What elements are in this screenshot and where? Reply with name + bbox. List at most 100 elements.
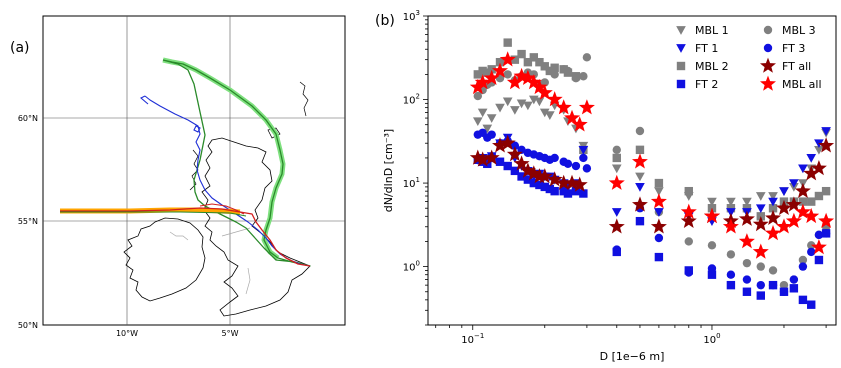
y-ticks: 100 101 102 103 xyxy=(403,9,428,326)
data-point-mbl-all xyxy=(525,74,542,90)
data-point-ft-3 xyxy=(768,280,778,290)
data-point-mbl-all xyxy=(632,153,648,169)
data-point-mbl-2 xyxy=(821,186,831,196)
legend-label-ft-3: FT 3 xyxy=(782,42,805,55)
data-point-mbl-all xyxy=(803,207,820,224)
data-point-mbl-1 xyxy=(534,97,545,107)
data-point-ft-all xyxy=(632,196,648,212)
data-point-mbl-2 xyxy=(517,49,526,59)
data-point-ft-all xyxy=(608,218,625,234)
data-point-mbl-all xyxy=(492,62,508,78)
data-point-mbl-1 xyxy=(510,106,520,115)
data-point-ft-1 xyxy=(768,197,778,207)
legend: MBL 1 MBL 3 FT 1 FT 3 MBL 2 FT all FT 2 MBL all xyxy=(676,24,822,91)
data-point-mbl-all xyxy=(536,84,553,100)
legend-item-mbl-3: MBL 3 xyxy=(763,24,816,37)
data-point-ft-all xyxy=(785,196,802,212)
data-point-mbl-1 xyxy=(707,197,717,207)
data-point-mbl-all xyxy=(765,225,781,241)
data-point-ft-all xyxy=(519,162,536,178)
data-point-ft-all xyxy=(513,155,530,171)
data-point-mbl-3 xyxy=(635,126,645,136)
data-point-ft-3 xyxy=(487,130,496,139)
data-point-mbl-1 xyxy=(545,111,555,120)
data-point-mbl-all xyxy=(704,207,720,224)
data-point-ft-3 xyxy=(779,287,789,296)
data-point-mbl-1 xyxy=(768,192,778,201)
data-point-mbl-all xyxy=(571,116,588,132)
data-point-mbl-3 xyxy=(756,262,765,271)
data-point-ft-2 xyxy=(635,216,645,226)
data-point-mbl-3 xyxy=(582,53,592,62)
legend-label-ft-2: FT 2 xyxy=(695,78,718,91)
legend-label-mbl-2: MBL 2 xyxy=(695,60,729,73)
data-point-ft-2 xyxy=(540,182,549,192)
data-point-ft-3 xyxy=(654,233,664,243)
legend-item-mbl-all: MBL all xyxy=(760,75,822,91)
flight-track-blue xyxy=(144,95,311,267)
panel-b-label: (b) xyxy=(375,13,395,29)
data-point-ft-all xyxy=(810,160,827,176)
data-point-ft-all xyxy=(650,218,667,234)
data-point-ft-1 xyxy=(635,183,645,192)
legend-item-mbl-1: MBL 1 xyxy=(676,24,729,37)
data-point-mbl-all xyxy=(752,243,769,259)
x-tick-label: 10−1 xyxy=(461,332,484,346)
coastline-shetland xyxy=(299,81,309,117)
data-point-ft-2 xyxy=(503,161,512,171)
data-point-ft-1 xyxy=(821,127,831,136)
data-point-ft-2 xyxy=(563,189,573,198)
plot-frame xyxy=(427,15,837,326)
legend-label-ft-all: FT all xyxy=(782,60,811,73)
data-point-mbl-3 xyxy=(571,74,581,83)
data-point-mbl-3 xyxy=(779,280,789,290)
y-tick-label: 101 xyxy=(403,176,420,190)
data-point-ft-2 xyxy=(559,186,568,196)
data-point-mbl-3 xyxy=(503,70,512,79)
data-point-ft-all xyxy=(752,216,769,232)
data-point-ft-2 xyxy=(550,186,559,196)
data-point-ft-3 xyxy=(550,153,559,163)
data-point-ft-all xyxy=(492,137,508,153)
data-point-ft-3 xyxy=(579,153,588,163)
data-point-ft-all xyxy=(506,146,523,162)
data-point-ft-3 xyxy=(742,275,752,284)
data-point-ft-all xyxy=(546,171,563,187)
legend-marker-mbl-all xyxy=(760,75,776,91)
series-ft-3 xyxy=(473,128,831,296)
legend-item-ft-3: FT 3 xyxy=(763,42,805,55)
data-point-ft-all xyxy=(776,199,792,215)
data-point-ft-1 xyxy=(755,204,766,214)
data-point-mbl-all xyxy=(531,78,548,95)
legend-item-mbl-2: MBL 2 xyxy=(676,60,729,73)
data-point-ft-2 xyxy=(495,157,505,166)
legend-item-ft-2: FT 2 xyxy=(676,78,718,91)
data-point-mbl-3 xyxy=(798,255,808,265)
data-point-mbl-all xyxy=(469,78,486,95)
data-point-ft-2 xyxy=(807,300,816,309)
data-point-mbl-2 xyxy=(612,153,621,163)
data-point-mbl-2 xyxy=(798,197,808,206)
data-point-ft-2 xyxy=(535,180,544,190)
data-point-ft-all xyxy=(525,165,542,181)
data-point-ft-3 xyxy=(563,159,573,169)
data-point-mbl-all xyxy=(564,109,580,125)
data-point-ft-3 xyxy=(582,164,592,173)
data-point-mbl-all xyxy=(499,51,516,67)
data-point-ft-all xyxy=(571,176,588,192)
data-point-mbl-all xyxy=(555,99,572,115)
panel-a-label: (a) xyxy=(10,40,30,56)
data-point-ft-2 xyxy=(529,178,539,188)
data-point-ft-3 xyxy=(707,264,717,273)
data-point-mbl-2 xyxy=(503,38,512,47)
coastline-hebrides xyxy=(189,149,199,191)
data-point-ft-1 xyxy=(726,208,736,217)
data-point-mbl-3 xyxy=(473,91,483,101)
data-point-ft-3 xyxy=(807,247,816,257)
lat-label-50n: 50°N xyxy=(18,321,38,330)
data-point-mbl-2 xyxy=(814,191,824,201)
data-point-mbl-2 xyxy=(684,186,693,196)
data-point-mbl-1 xyxy=(742,197,752,207)
data-point-ft-3 xyxy=(789,275,799,284)
